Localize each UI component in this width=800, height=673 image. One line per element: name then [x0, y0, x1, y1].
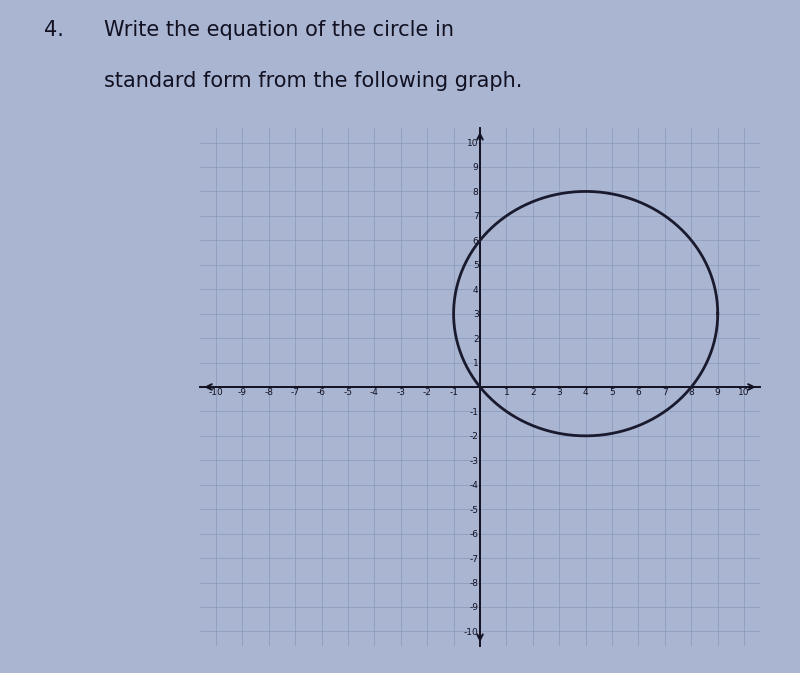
Text: Write the equation of the circle in: Write the equation of the circle in	[104, 20, 454, 40]
Text: 4.: 4.	[44, 20, 64, 40]
Text: standard form from the following graph.: standard form from the following graph.	[104, 71, 522, 91]
